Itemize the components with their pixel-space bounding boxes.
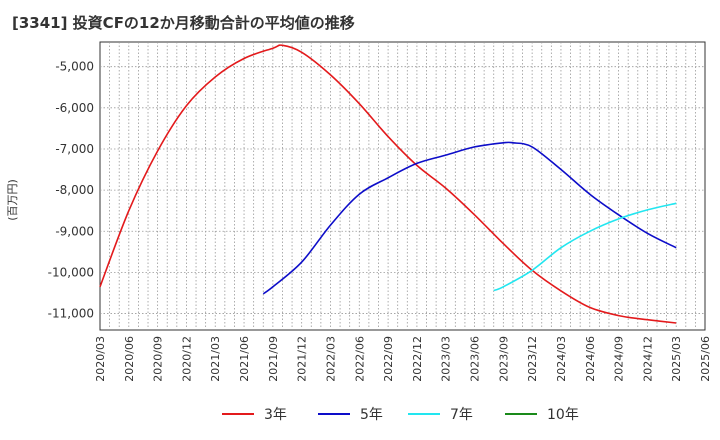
y-tick-label: -5,000 (55, 60, 94, 74)
x-axis-ticks: 2020/03 2020/06 2020/09 2020/12 2021/03 2021/… (94, 336, 712, 382)
series-line-5年 (262, 141, 677, 295)
y-tick-label: -7,000 (55, 142, 94, 156)
y-tick-label: -10,000 (48, 265, 94, 279)
x-tick-label: 2024/06 (584, 336, 597, 382)
x-tick-label: 2021/09 (267, 336, 280, 382)
x-tick-label: 2022/06 (353, 336, 366, 382)
legend-label: 3年 (264, 407, 287, 423)
y-axis-ticks: -5,000 -6,000 -7,000 -8,000 -9,000 -10,000 -11… (48, 60, 94, 321)
x-tick-label: 2022/09 (382, 336, 395, 382)
x-tick-label: 2024/12 (641, 336, 654, 382)
vertical-gridlines (109, 42, 696, 330)
x-tick-label: 2023/03 (440, 336, 453, 382)
x-tick-label: 2020/03 (94, 336, 107, 382)
x-tick-label: 2025/03 (670, 336, 683, 382)
y-tick-label: -9,000 (55, 224, 94, 238)
x-tick-label: 2023/09 (497, 336, 510, 382)
x-tick-label: 2021/06 (238, 336, 251, 382)
x-tick-label: 2022/03 (324, 336, 337, 382)
y-axis-label: (百万円) (6, 179, 19, 221)
x-tick-label: 2025/06 (699, 336, 712, 382)
y-tick-label: -11,000 (48, 307, 94, 321)
x-tick-label: 2023/12 (526, 336, 539, 382)
series-lines (99, 44, 677, 324)
x-tick-label: 2020/06 (123, 336, 136, 382)
x-tick-label: 2023/06 (469, 336, 482, 382)
y-tick-label: -8,000 (55, 183, 94, 197)
series-line-3年 (99, 44, 677, 324)
x-tick-label: 2021/12 (296, 336, 309, 382)
horizontal-gridlines (100, 66, 705, 314)
plot-area (99, 41, 706, 331)
legend-label: 7年 (450, 407, 473, 423)
x-tick-label: 2022/12 (411, 336, 424, 382)
legend: 3年 5年 7年 10年 (222, 407, 579, 423)
x-tick-label: 2024/09 (613, 336, 626, 382)
x-tick-label: 2020/09 (152, 336, 165, 382)
x-tick-label: 2020/12 (180, 336, 193, 382)
y-tick-label: -6,000 (55, 101, 94, 115)
x-tick-label: 2024/03 (555, 336, 568, 382)
chart-title: [3341] 投資CFの12か月移動合計の平均値の推移 (12, 14, 355, 32)
x-tick-label: 2021/03 (209, 336, 222, 382)
series-line-7年 (493, 202, 677, 292)
legend-label: 5年 (360, 407, 383, 423)
legend-label: 10年 (547, 407, 579, 423)
